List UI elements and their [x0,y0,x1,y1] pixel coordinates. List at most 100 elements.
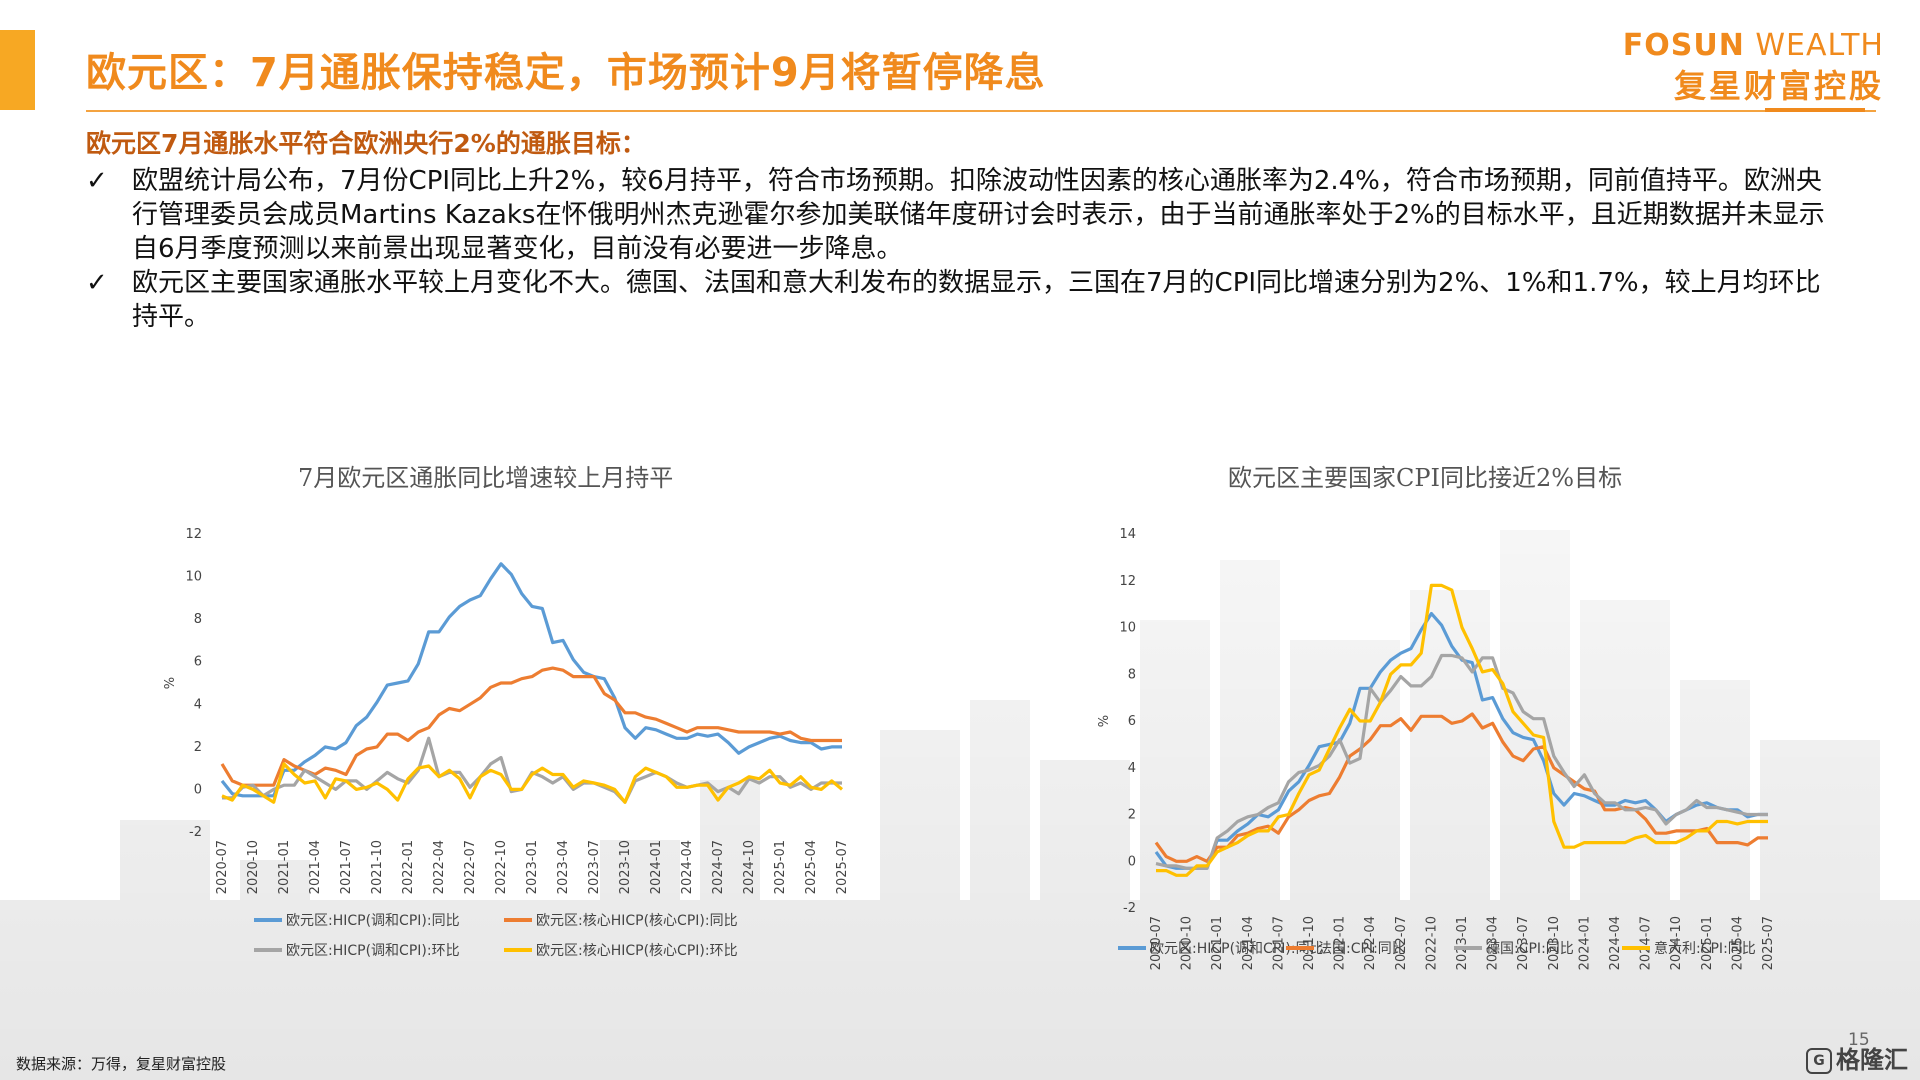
y-tick-label: 8 [194,612,202,627]
y-tick-label: 10 [1119,621,1136,636]
y-tick-label: 4 [1128,761,1136,776]
legend-label: 德国:CPI:同比 [1486,941,1574,957]
y-tick-label: 8 [1128,667,1136,682]
bullet-text: 欧元区主要国家通胀水平较上月变化不大。德国、法国和意大利发布的数据显示，三国在7… [132,268,1821,332]
x-tick-label: 2023-10 [1547,916,1562,970]
logo-cn: 复星财富控股 [1673,67,1884,105]
logo-en-bold: FOSUN [1622,28,1745,63]
x-tick-label: 2024-10 [742,840,757,894]
x-tick-label: 2022-07 [463,840,478,894]
legend-label: 欧元区:核心HICP(核心CPI):环比 [536,943,738,959]
series-line [221,762,844,804]
chart-title-right: 欧元区主要国家CPI同比接近2%目标 [1228,464,1623,492]
y-tick-label: 2 [1128,808,1136,823]
y-tick-label: 10 [185,570,202,585]
y-tick-label: 4 [194,697,202,712]
title-accent-bar [0,30,35,110]
x-tick-label: 2021-07 [1271,916,1286,970]
bullet-item: ✓ 欧盟统计局公布，7月份CPI同比上升2%，较6月持平，符合市场预期。扣除波动… [86,164,1846,266]
series-line [1155,653,1768,870]
y-tick-label: 14 [1119,527,1136,542]
series-line [1156,583,1768,877]
x-tick-label: 2023-10 [618,840,633,894]
y-tick-label: 0 [194,782,202,797]
x-tick-label: 2020-10 [1180,916,1195,970]
x-tick-label: 2022-01 [401,840,416,894]
x-tick-label: 2022-04 [432,840,447,894]
x-tick-label: 2022-01 [1333,916,1348,970]
watermark-icon: G [1806,1048,1832,1074]
data-source: 数据来源：万得，复星财富控股 [16,1055,227,1073]
y-tick-label: -2 [1123,901,1136,916]
x-tick-label: 2024-04 [680,840,695,894]
x-tick-label: 2024-07 [1639,916,1654,970]
chart-euro-inflation: -2 0 2 4 6 8 10 12% 2020-07 2020-10 2021-01 2021-04… [163,527,850,959]
x-tick-label: 2021-10 [370,840,385,894]
series-line [222,736,842,804]
logo-en-light: WEALTH [1744,28,1884,63]
x-tick-label: 2020-07 [1149,916,1164,970]
x-tick-label: 2023-01 [1455,916,1470,970]
legend-label: 欧元区:HICP(调和CPI):环比 [286,943,460,959]
page-title: 欧元区：7月通胀保持稳定，市场预计9月将暂停降息 [86,50,1046,96]
legend-label: 法国:CPI:同比 [1318,941,1406,957]
x-tick-label: 2021-07 [339,840,354,894]
section-subhead: 欧元区7月通胀水平符合欧洲央行2%的通胀目标： [86,129,646,158]
bullet-text: 欧盟统计局公布，7月份CPI同比上升2%，较6月持平，符合市场预期。扣除波动性因… [132,166,1825,264]
x-tick-label: 2021-04 [308,840,323,894]
x-tick-label: 2022-10 [1424,916,1439,970]
x-tick-label: 2025-04 [804,840,819,894]
y-tick-label: 0 [1128,854,1136,869]
watermark-text: 格隆汇 [1836,1046,1908,1074]
fosun-wealth-logo: FOSUN WEALTH 复星财富控股 [1623,28,1884,107]
page-number: 15 [1848,1030,1870,1050]
x-tick-label: 2025-07 [835,840,850,894]
y-tick-label: 12 [185,527,202,542]
x-tick-label: 2024-01 [649,840,664,894]
x-tick-label: 2023-04 [1486,916,1501,970]
y-tick-label: 12 [1119,574,1136,589]
x-tick-label: 2020-10 [246,840,261,894]
x-tick-label: 2025-01 [773,840,788,894]
x-tick-label: 2022-10 [494,840,509,894]
x-tick-label: 2022-07 [1394,916,1409,970]
x-tick-label: 2021-10 [1302,916,1317,970]
legend-label: 意大利:CPI:同比 [1654,940,1756,957]
y-axis-label: % [163,677,178,689]
legend-label: 欧元区:HICP(调和CPI):同比 [1150,941,1324,957]
x-tick-label: 2020-07 [215,840,230,894]
x-tick-label: 2024-10 [1669,916,1684,970]
x-tick-label: 2021-01 [1210,916,1225,970]
x-tick-label: 2024-07 [711,840,726,894]
bullet-item: ✓ 欧元区主要国家通胀水平较上月变化不大。德国、法国和意大利发布的数据显示，三国… [86,266,1846,334]
y-tick-label: 2 [194,740,202,755]
series-line [220,666,842,787]
check-icon: ✓ [86,166,108,196]
x-tick-label: 2021-01 [277,840,292,894]
y-axis-label: % [1097,715,1112,727]
x-tick-label: 2025-04 [1730,916,1745,970]
y-tick-label: -2 [189,825,202,840]
x-tick-label: 2024-04 [1608,916,1623,970]
chart-country-cpi: -2 0 2 4 6 8 10 12 14% 2020-07 2020-10 2021-01 2021-… [1097,527,1776,970]
x-tick-label: 2021-04 [1241,916,1256,970]
watermark: G 格隆汇 [1806,1040,1908,1075]
legend-label: 欧元区:核心HICP(核心CPI):同比 [536,913,738,929]
x-tick-label: 2023-07 [587,840,602,894]
y-tick-label: 6 [1128,714,1136,729]
x-tick-label: 2023-04 [556,840,571,894]
text-content: 欧元区7月通胀水平符合欧洲央行2%的通胀目标： ✓ 欧盟统计局公布，7月份CPI… [86,124,1846,334]
x-tick-label: 2025-01 [1700,916,1715,970]
x-tick-label: 2023-01 [525,840,540,894]
title-divider [86,110,1876,112]
series-line [1154,712,1768,863]
legend-label: 欧元区:HICP(调和CPI):同比 [286,913,460,929]
y-tick-label: 6 [194,655,202,670]
x-tick-label: 2025-07 [1761,916,1776,970]
logo-underline [1765,108,1865,112]
chart-title-left: 7月欧元区通胀同比增速较上月持平 [298,464,674,492]
x-tick-label: 2024-01 [1577,916,1592,970]
x-tick-label: 2023-07 [1516,916,1531,970]
check-icon: ✓ [86,268,108,298]
